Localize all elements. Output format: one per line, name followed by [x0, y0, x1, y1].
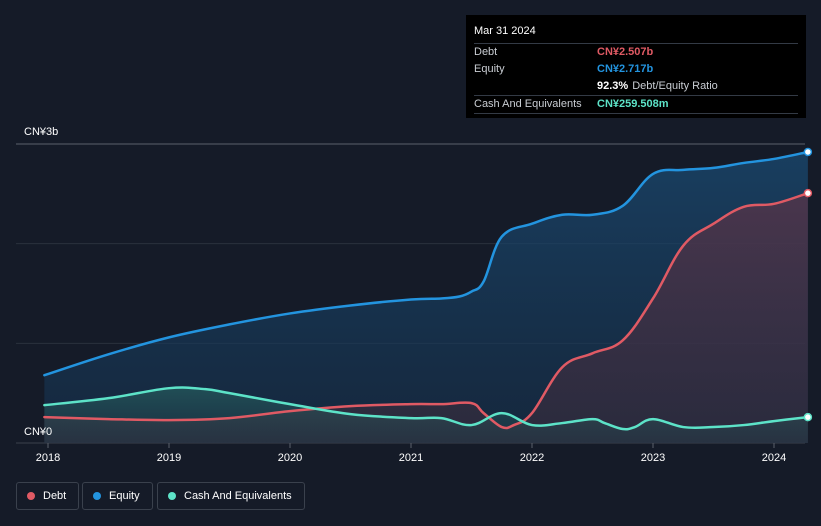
x-tick-label-2024: 2024: [762, 452, 786, 464]
tooltip-row-ratio: 92.3% Debt/Equity Ratio: [474, 78, 798, 95]
debt-area: [44, 193, 808, 443]
legend-equity-label: Equity: [109, 490, 140, 502]
y-axis-bottom-label: CN¥0: [24, 426, 52, 438]
tooltip-cash-value: CN¥259.508m: [597, 98, 669, 110]
y-axis-top-label: CN¥3b: [24, 126, 58, 138]
axis-layer: 2018 2019 2020 2021 2022 2023 2024: [36, 443, 786, 464]
debt-dot-icon: [27, 492, 35, 500]
legend-item-debt[interactable]: Debt: [16, 482, 80, 510]
line-layer: [43, 150, 810, 431]
tooltip-equity-value: CN¥2.717b: [597, 63, 654, 75]
debt-end-marker: [803, 188, 813, 198]
x-tick-label-2021: 2021: [399, 452, 423, 464]
debt-line: [43, 191, 810, 430]
legend-cash-label: Cash And Equivalents: [184, 490, 292, 502]
x-tick-label-2019: 2019: [157, 452, 181, 464]
x-tick-label-2022: 2022: [520, 452, 544, 464]
legend-item-equity[interactable]: Equity: [82, 482, 153, 510]
cash-dot-icon: [168, 492, 176, 500]
equity-dot-icon: [93, 492, 101, 500]
tooltip-date: Mar 31 2024: [474, 25, 536, 37]
x-tick-label-2020: 2020: [278, 452, 302, 464]
marker-layer: [803, 147, 813, 422]
legend-item-cash[interactable]: Cash And Equivalents: [157, 482, 305, 510]
tooltip-ratio-label: Debt/Equity Ratio: [632, 80, 718, 92]
cash-end-marker: [803, 412, 813, 422]
x-tick-label-2023: 2023: [641, 452, 665, 464]
tooltip-row-equity: Equity CN¥2.717b: [474, 61, 798, 78]
equity-line: [43, 150, 810, 377]
tooltip-equity-label: Equity: [474, 63, 505, 75]
equity-end-marker: [803, 147, 813, 157]
tooltip-row-cash: Cash And Equivalents CN¥259.508m: [474, 95, 798, 114]
tooltip-debt-value: CN¥2.507b: [597, 46, 654, 58]
area-layer: [44, 151, 808, 443]
tooltip-cash-label: Cash And Equivalents: [474, 98, 582, 110]
cash-area: [44, 387, 808, 443]
x-tick-label-2018: 2018: [36, 452, 60, 464]
data-tooltip: Mar 31 2024 Debt CN¥2.507b Equity CN¥2.7…: [466, 15, 806, 118]
tooltip-ratio-value: 92.3%: [597, 80, 629, 92]
legend-debt-label: Debt: [43, 490, 67, 502]
tooltip-row-debt: Debt CN¥2.507b: [474, 43, 798, 61]
tooltip-ratio-spacer: [474, 78, 597, 95]
cash-line: [43, 386, 810, 431]
tooltip-debt-label: Debt: [474, 46, 498, 58]
